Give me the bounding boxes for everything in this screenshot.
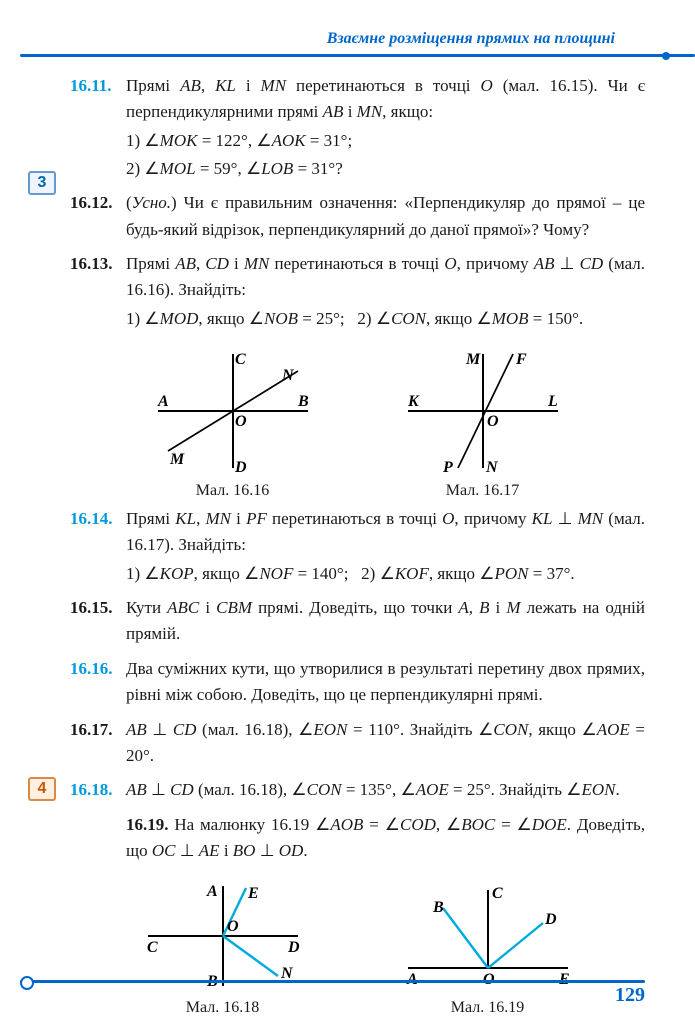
chapter-header: Взаємне розміщення прямих на площині (70, 30, 645, 48)
svg-text:M: M (169, 451, 185, 468)
problem-number: 16.15. (70, 595, 126, 648)
problem-number: 16.16. (70, 656, 126, 709)
figure-16-19: C B D A O E Мал. 16.19 (393, 878, 583, 1017)
svg-text:L: L (547, 393, 558, 410)
svg-text:O: O (487, 413, 499, 430)
problem-text: Два суміжних кути, що утворилися в резул… (126, 656, 645, 709)
svg-text:K: K (407, 393, 420, 410)
problem-text: Прямі AB, CD і MN перетинаються в точці … (126, 251, 645, 304)
problem-number: 16.12. (70, 190, 126, 243)
problem-text: Прямі AB, KL і MN перетинаються в точці … (126, 73, 645, 126)
figure-row-1: C N A O B M D Мал. 16.16 M F K O L (70, 346, 645, 500)
problem-number: 16.14. (70, 506, 126, 587)
difficulty-marker-4: 4 (28, 777, 56, 801)
problem-text: Прямі KL, MN і PF перетинаються в точці … (126, 506, 645, 559)
svg-text:D: D (287, 939, 300, 956)
figure-16-17: M F K O L P N Мал. 16.17 (388, 346, 578, 500)
svg-text:A: A (157, 393, 169, 410)
svg-text:P: P (442, 459, 453, 476)
problem-number: 16.17. (70, 717, 126, 770)
svg-text:D: D (234, 459, 247, 476)
svg-text:C: C (492, 885, 503, 902)
problem-text: (Усно.) Чи є правильним означення: «Перп… (126, 190, 645, 243)
problem-16-11: 16.11. Прямі AB, KL і MN перетинаються в… (70, 73, 645, 182)
problem-subline: 1) ∠MOK = 122°, ∠AOK = 31°; (126, 128, 645, 154)
svg-text:M: M (465, 351, 481, 368)
svg-text:B: B (432, 899, 444, 916)
problem-number: 16.18. (70, 777, 126, 803)
problem-16-17: 16.17. AB ⊥ CD (мал. 16.18), ∠EON = 110°… (70, 717, 645, 770)
problem-subline: 1) ∠KOP, якщо ∠NOF = 140°; 2) ∠KOF, якщо… (126, 561, 645, 587)
difficulty-marker-3: 3 (28, 171, 56, 195)
svg-text:E: E (247, 885, 259, 902)
page-number: 129 (615, 984, 645, 1007)
header-rule (20, 54, 695, 57)
problem-16-13: 16.13. Прямі AB, CD і MN перетинаються в… (70, 251, 645, 332)
problem-16-16: 16.16. Два суміжних кути, що утворилися … (70, 656, 645, 709)
svg-text:F: F (515, 351, 527, 368)
problem-16-19: 16.19. На малюнку 16.19 ∠AOB = ∠COD, ∠BO… (70, 812, 645, 865)
figure-caption: Мал. 16.16 (138, 482, 328, 500)
problem-16-14: 16.14. Прямі KL, MN і PF перетинаються в… (70, 506, 645, 587)
figure-row-2: A E O C D B N Мал. 16.18 C B D (70, 878, 645, 1017)
svg-text:O: O (227, 918, 239, 935)
svg-text:C: C (235, 351, 246, 368)
svg-text:A: A (206, 883, 218, 900)
figure-caption: Мал. 16.18 (133, 999, 313, 1017)
problem-number (70, 812, 126, 865)
problem-text: AB ⊥ CD (мал. 16.18), ∠EON = 110°. Знайд… (126, 717, 645, 770)
problem-subline: 2) ∠MOL = 59°, ∠LOB = 31°? (126, 156, 645, 182)
svg-text:C: C (147, 939, 158, 956)
problem-16-15: 16.15. Кути ABC і CBM прямі. Доведіть, щ… (70, 595, 645, 648)
problem-number: 16.13. (70, 251, 126, 332)
problem-text: Кути ABC і CBM прямі. Доведіть, що точки… (126, 595, 645, 648)
svg-text:O: O (235, 413, 247, 430)
figure-16-18: A E O C D B N Мал. 16.18 (133, 878, 313, 1017)
problem-16-12: 16.12. (Усно.) Чи є правильним означення… (70, 190, 645, 243)
svg-text:B: B (297, 393, 309, 410)
problem-16-18: 16.18. AB ⊥ CD (мал. 16.18), ∠CON = 135°… (70, 777, 645, 803)
svg-text:N: N (281, 367, 295, 384)
figure-16-16: C N A O B M D Мал. 16.16 (138, 346, 328, 500)
svg-text:N: N (485, 459, 499, 476)
figure-caption: Мал. 16.19 (393, 999, 583, 1017)
svg-text:D: D (544, 911, 557, 928)
problem-text: 16.19. На малюнку 16.19 ∠AOB = ∠COD, ∠BO… (126, 812, 645, 865)
footer-rule (20, 980, 645, 983)
problem-subline: 1) ∠MOD, якщо ∠NOB = 25°; 2) ∠CON, якщо … (126, 306, 645, 332)
problem-number: 16.11. (70, 73, 126, 182)
figure-caption: Мал. 16.17 (388, 482, 578, 500)
problem-text: AB ⊥ CD (мал. 16.18), ∠CON = 135°, ∠AOE … (126, 777, 645, 803)
